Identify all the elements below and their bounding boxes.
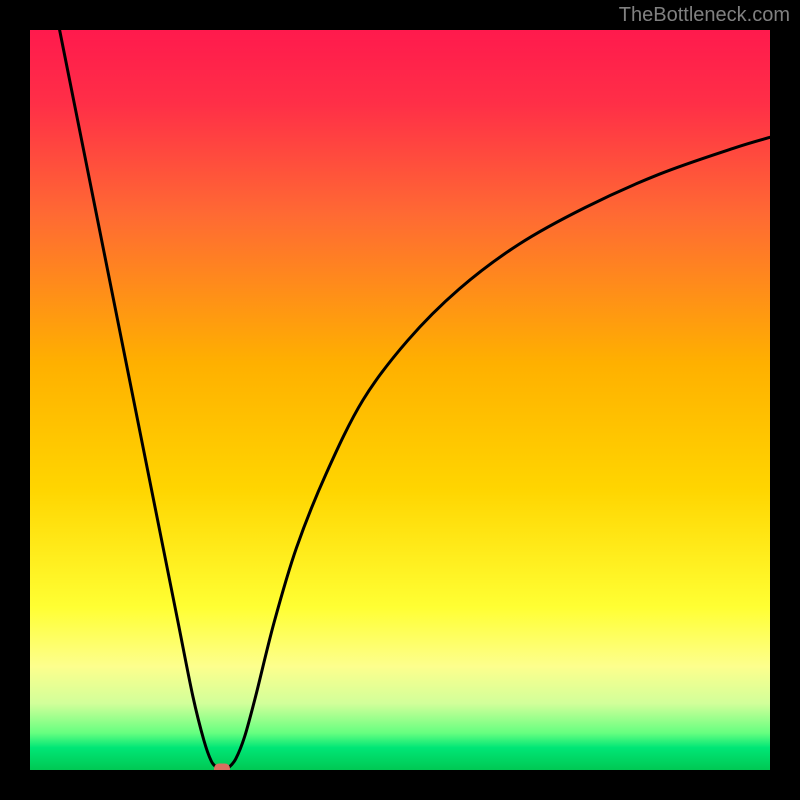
minimum-marker: [214, 764, 230, 771]
gradient-background: [30, 30, 770, 770]
watermark-text: TheBottleneck.com: [619, 4, 790, 27]
plot-area: [30, 30, 770, 770]
